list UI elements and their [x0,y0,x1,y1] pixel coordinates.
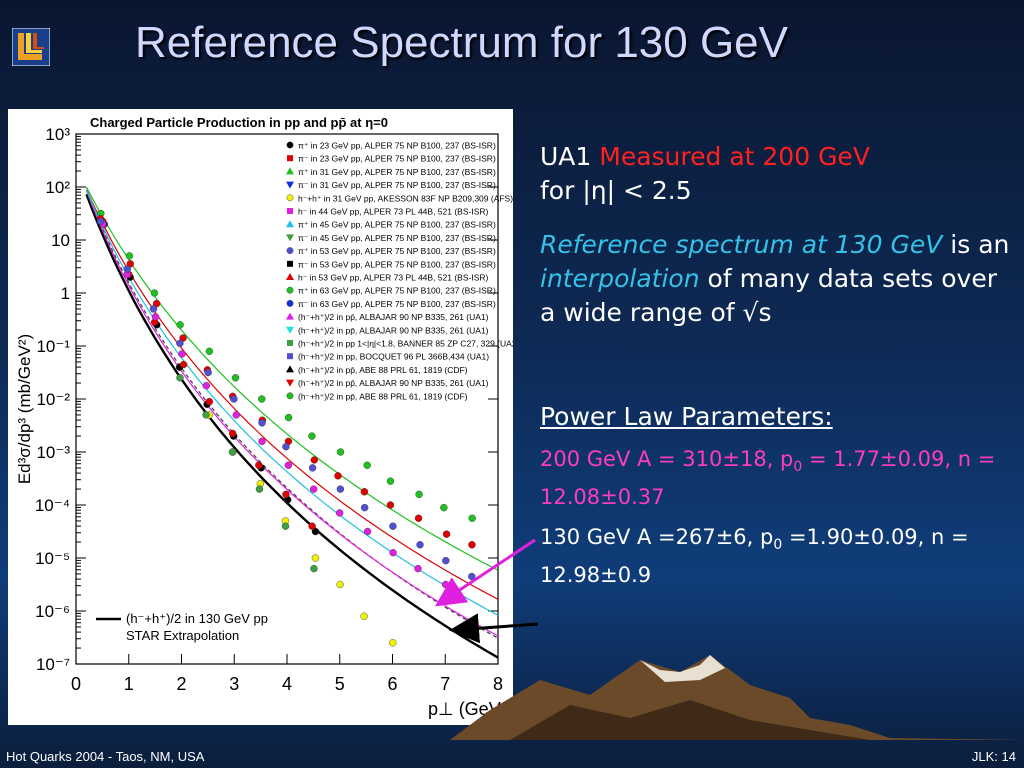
slide-number: JLK: 14 [972,749,1016,764]
arrows-overlay [0,0,1024,768]
black-arrow [455,624,538,630]
footer-left: Hot Quarks 2004 - Taos, NM, USA [6,749,204,764]
magenta-arrow [440,540,535,603]
